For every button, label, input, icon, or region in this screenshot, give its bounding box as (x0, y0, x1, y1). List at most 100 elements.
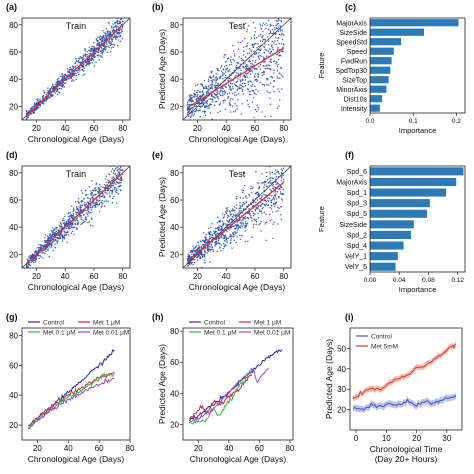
data-point (112, 43, 114, 45)
data-point (245, 67, 248, 70)
data-point (226, 58, 229, 60)
data-point (258, 35, 260, 37)
x-tick-label: 20 (193, 124, 202, 133)
data-point (186, 108, 189, 110)
data-point (45, 240, 47, 242)
data-point (267, 64, 270, 66)
data-point (279, 213, 282, 216)
data-point (121, 178, 123, 180)
data-point (118, 20, 121, 23)
data-point (281, 169, 283, 172)
data-point (33, 252, 36, 254)
data-point (223, 239, 226, 242)
data-point (99, 38, 102, 40)
data-point (203, 249, 206, 252)
data-point (228, 210, 231, 213)
data-point (118, 162, 120, 164)
data-point (230, 56, 232, 58)
x-tick-label: 40 (222, 272, 231, 281)
data-point (280, 50, 282, 52)
data-point (25, 112, 28, 114)
data-point (260, 196, 263, 199)
data-point (73, 80, 75, 82)
data-point (255, 51, 257, 54)
data-point (99, 197, 101, 199)
legend-entry: Met 0.01 μM (93, 330, 129, 337)
data-point (46, 235, 49, 237)
data-point (206, 90, 208, 93)
data-point (192, 107, 194, 109)
data-point (78, 201, 80, 204)
data-point (266, 24, 269, 26)
data-point (38, 248, 40, 250)
data-point (219, 102, 222, 104)
data-point (208, 240, 210, 243)
data-point (27, 265, 30, 268)
data-point (190, 126, 192, 128)
data-point (273, 172, 276, 175)
panel-label-a: (a) (6, 2, 17, 12)
data-point (43, 100, 45, 103)
data-point (54, 232, 56, 235)
data-point (106, 43, 108, 45)
data-point (58, 234, 61, 236)
data-point (222, 100, 224, 102)
data-point (223, 65, 226, 68)
data-point (236, 231, 238, 234)
data-point (212, 236, 214, 239)
data-point (45, 99, 48, 102)
data-point (197, 259, 199, 261)
data-point (239, 84, 241, 86)
data-point (211, 233, 213, 235)
data-point (245, 45, 248, 48)
data-point (200, 254, 203, 256)
data-point (38, 246, 41, 249)
panel-label-f: (f) (345, 150, 354, 160)
data-point (229, 88, 232, 90)
data-point (100, 190, 102, 193)
data-point (273, 26, 276, 29)
data-point (259, 49, 262, 52)
data-point (98, 210, 101, 213)
data-point (238, 56, 240, 58)
panel-label-e: (e) (152, 150, 163, 160)
data-point (85, 217, 87, 219)
data-point (269, 97, 271, 99)
data-point (228, 69, 231, 71)
data-point (272, 223, 274, 225)
data-point (70, 69, 73, 72)
data-point (212, 250, 214, 252)
data-point (49, 234, 52, 236)
data-point (236, 229, 239, 231)
data-point (242, 79, 244, 81)
data-point (103, 184, 106, 186)
data-point (263, 182, 265, 184)
data-point (254, 30, 256, 33)
data-point (27, 263, 30, 266)
data-point (220, 65, 223, 67)
x-tick-label: 20 (194, 444, 203, 453)
data-point (261, 35, 263, 38)
y-tick-label: 40 (170, 389, 179, 398)
data-point (30, 113, 32, 115)
x-tick-label: 20 (32, 272, 41, 281)
data-point (244, 221, 247, 223)
data-point (192, 95, 195, 97)
data-point (259, 23, 261, 25)
data-point (267, 197, 269, 199)
data-point (239, 67, 241, 70)
data-point (272, 177, 274, 179)
data-point (255, 192, 257, 195)
y-tick-label: 40 (170, 75, 179, 84)
data-point (190, 120, 192, 122)
data-point (246, 197, 248, 199)
data-point (95, 37, 98, 40)
data-point (105, 37, 107, 39)
data-point (56, 84, 58, 87)
data-point (79, 55, 82, 58)
data-point (94, 206, 96, 208)
data-point (39, 104, 41, 106)
data-point (210, 248, 213, 251)
panel-c: (c)MajorAxisSizeSideSpeedStdSpeedFwdRunS… (317, 2, 466, 135)
data-point (282, 44, 285, 46)
